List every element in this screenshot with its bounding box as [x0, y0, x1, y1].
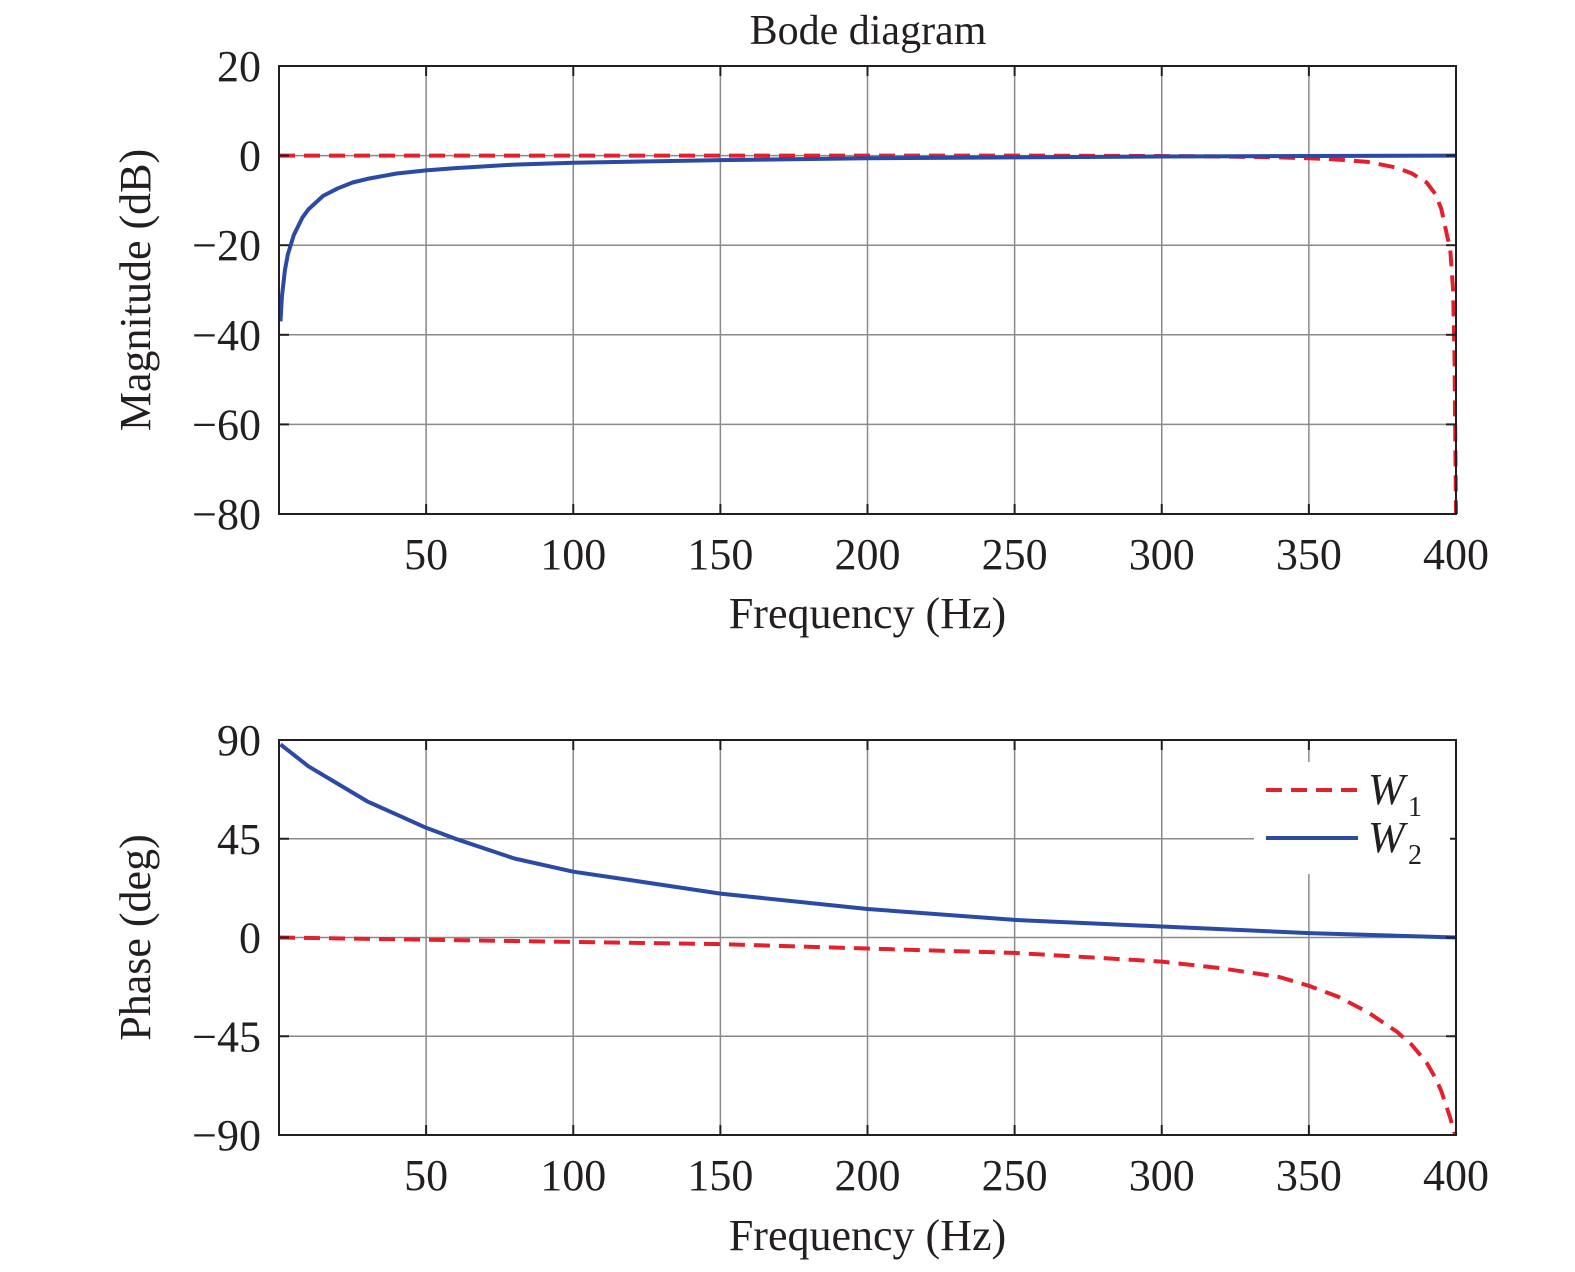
magnitude-x-tick-label: 350 — [1276, 530, 1342, 579]
phase-x-tick-label: 300 — [1129, 1151, 1195, 1200]
magnitude-x-tick-label: 250 — [982, 530, 1048, 579]
magnitude-x-tick-label: 50 — [404, 530, 448, 579]
magnitude-x-tick-label: 100 — [540, 530, 606, 579]
magnitude-series-w2 — [278, 153, 1457, 322]
magnitude-y-tick-label: −40 — [192, 311, 261, 360]
phase-x-tick-label: 150 — [687, 1151, 753, 1200]
legend-label-2: W — [1368, 813, 1408, 862]
magnitude-series-w1 — [279, 153, 1458, 515]
magnitude-grid — [279, 65, 1457, 515]
phase-x-tick-label: 50 — [404, 1151, 448, 1200]
legend-box — [1254, 762, 1450, 874]
phase-y-tick-label: 90 — [217, 716, 261, 765]
phase-x-label: Frequency (Hz) — [729, 1211, 1006, 1260]
magnitude-x-tick-label: 300 — [1129, 530, 1195, 579]
legend-label-1: W — [1368, 765, 1408, 814]
phase-y-tick-label: 0 — [239, 914, 261, 963]
magnitude-x-tick-label: 150 — [687, 530, 753, 579]
magnitude-y-tick-label: 20 — [217, 42, 261, 91]
magnitude-y-tick-label: −20 — [192, 221, 261, 270]
magnitude-series — [278, 153, 1458, 515]
phase-y-tick-label: −45 — [192, 1012, 261, 1061]
phase-x-tick-label: 100 — [540, 1151, 606, 1200]
phase-panel: 50 100 150 200 250 300 350 400 90 45 0 −45 −90 Frequ… — [111, 716, 1489, 1260]
phase-x-tick-label: 400 — [1423, 1151, 1489, 1200]
legend: W 1W 2 — [1254, 762, 1450, 874]
magnitude-y-tick-label: 0 — [239, 132, 261, 181]
magnitude-x-tick-label: 200 — [835, 530, 901, 579]
phase-tick-labels: 50 100 150 200 250 300 350 400 90 45 0 −45 −90 — [192, 716, 1489, 1200]
phase-series-w1 — [278, 935, 1458, 1137]
magnitude-y-tick-label: −60 — [192, 400, 261, 449]
phase-x-tick-label: 250 — [982, 1151, 1048, 1200]
phase-y-tick-label: 45 — [217, 815, 261, 864]
figure-title: Bode diagram — [750, 8, 987, 54]
legend-subscript-1: 1 — [1408, 792, 1422, 823]
magnitude-ticks — [279, 65, 1457, 515]
phase-y-tick-label: −90 — [192, 1111, 261, 1160]
phase-series — [278, 742, 1458, 1137]
phase-x-tick-label: 350 — [1276, 1151, 1342, 1200]
magnitude-y-label: Magnitude (dB) — [111, 149, 160, 431]
phase-series-w2 — [279, 742, 1457, 940]
magnitude-x-tick-label: 400 — [1423, 530, 1489, 579]
phase-x-tick-label: 200 — [835, 1151, 901, 1200]
phase-ticks — [279, 739, 1457, 1136]
magnitude-y-tick-label: −80 — [192, 490, 261, 539]
legend-subscript-2: 2 — [1408, 840, 1422, 871]
magnitude-x-label: Frequency (Hz) — [729, 589, 1006, 638]
phase-y-label: Phase (deg) — [111, 834, 160, 1041]
